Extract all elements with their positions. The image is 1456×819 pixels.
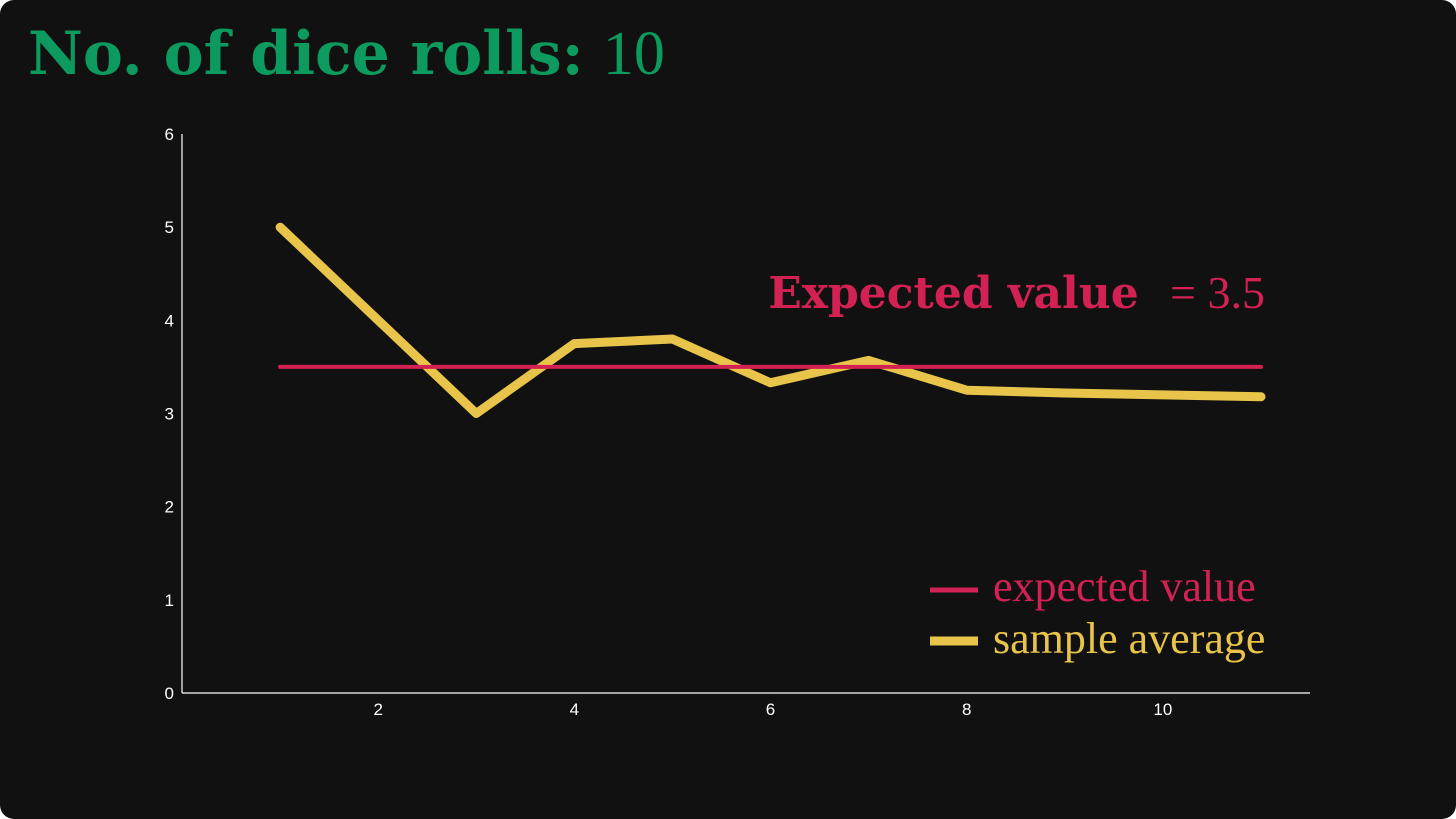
y-tick-label: 4 (165, 311, 174, 330)
title-label: No. of dice rolls: (28, 19, 584, 89)
tick-labels: 0 1 2 3 4 5 6 2 4 6 8 10 (165, 125, 1173, 719)
y-tick-label: 6 (165, 125, 174, 144)
legend: expected value sample average (930, 562, 1265, 663)
y-tick-label: 3 (165, 405, 174, 424)
legend-label-sample-average: sample average (993, 614, 1265, 663)
annotation-label: Expected value (768, 268, 1139, 319)
y-tick-label: 5 (165, 218, 174, 237)
x-tick-label: 8 (962, 700, 971, 719)
y-tick-label: 1 (165, 591, 174, 610)
x-tick-label: 6 (766, 700, 775, 719)
chart-title: No. of dice rolls: 10 (28, 14, 665, 94)
sample-average-line (275, 222, 1266, 418)
y-tick-label: 0 (165, 684, 174, 703)
x-tick-label: 10 (1153, 700, 1172, 719)
series-lines (275, 222, 1266, 418)
legend-label-expected-value: expected value (993, 562, 1256, 611)
y-tick-label: 2 (165, 498, 174, 517)
expected-value-annotation: Expected value = 3.5 (768, 267, 1265, 319)
annotation-value: = 3.5 (1170, 267, 1265, 318)
x-tick-label: 2 (373, 700, 382, 719)
title-value: 10 (602, 20, 665, 88)
x-tick-label: 4 (570, 700, 579, 719)
axes (181, 134, 1310, 694)
